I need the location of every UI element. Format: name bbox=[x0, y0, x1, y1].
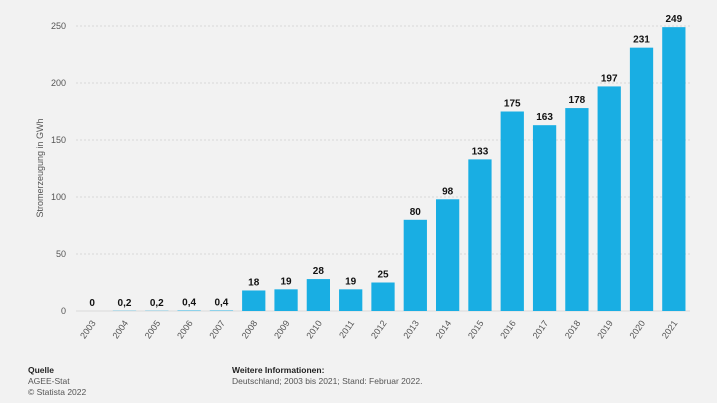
bar-2018[interactable] bbox=[565, 108, 589, 311]
info-text: Deutschland; 2003 bis 2021; Stand: Febru… bbox=[232, 376, 423, 386]
y-tick-200: 200 bbox=[51, 78, 66, 88]
bar-value-label-2014: 98 bbox=[442, 186, 454, 197]
info-block: Weitere Informationen: Deutschland; 2003… bbox=[232, 365, 422, 387]
bar-value-label-2003: 0 bbox=[89, 298, 95, 309]
y-tick-250: 250 bbox=[51, 21, 66, 31]
bar-value-label-2010: 28 bbox=[313, 266, 325, 277]
source-name[interactable]: AGEE-Stat bbox=[28, 376, 70, 386]
bar-2015[interactable] bbox=[468, 159, 492, 311]
x-tick-2005: 2005 bbox=[143, 318, 163, 340]
copyright[interactable]: © Statista 2022 bbox=[28, 387, 87, 397]
bar-2019[interactable] bbox=[597, 86, 621, 311]
x-tick-2017: 2017 bbox=[531, 318, 551, 340]
bar-value-label-2015: 133 bbox=[472, 146, 489, 157]
x-tick-2004: 2004 bbox=[110, 318, 130, 340]
x-axis-ticks: 2003 2004 2005 2006 2007 2008 2009 2010 2011 2012… bbox=[78, 318, 679, 340]
x-tick-2008: 2008 bbox=[240, 318, 260, 340]
x-tick-2010: 2010 bbox=[304, 318, 324, 340]
bar-value-label-2006: 0,4 bbox=[182, 298, 196, 309]
x-tick-2018: 2018 bbox=[563, 318, 583, 340]
source-block: Quelle AGEE-Stat © Statista 2022 bbox=[28, 365, 86, 398]
x-tick-2013: 2013 bbox=[401, 318, 421, 340]
bar-2010[interactable] bbox=[306, 279, 331, 311]
bar-value-label-2018: 178 bbox=[569, 95, 586, 106]
bar-value-label-2012: 25 bbox=[377, 270, 389, 281]
y-axis-ticks: 0 50 100 150 200 250 bbox=[51, 21, 66, 316]
bar-2020[interactable] bbox=[629, 47, 654, 311]
x-tick-2015: 2015 bbox=[466, 318, 486, 340]
bar-value-label-2017: 163 bbox=[536, 112, 553, 123]
bar-value-label-2016: 175 bbox=[504, 99, 521, 110]
x-tick-2021: 2021 bbox=[660, 318, 680, 340]
x-tick-2011: 2011 bbox=[337, 318, 356, 340]
bar-2009[interactable] bbox=[274, 289, 298, 311]
bar-value-label-2005: 0,2 bbox=[150, 298, 164, 309]
x-tick-2003: 2003 bbox=[78, 318, 98, 340]
bar-value-label-2013: 80 bbox=[410, 207, 422, 218]
bar-2013[interactable] bbox=[403, 219, 427, 311]
x-tick-2019: 2019 bbox=[595, 318, 615, 340]
x-tick-2020: 2020 bbox=[627, 318, 647, 340]
bar-value-label-2021: 249 bbox=[665, 14, 682, 25]
x-tick-2012: 2012 bbox=[369, 318, 389, 340]
bar-2021[interactable] bbox=[662, 27, 686, 311]
bar-value-label-2019: 197 bbox=[601, 73, 618, 84]
bars bbox=[112, 27, 686, 312]
y-tick-0: 0 bbox=[61, 306, 66, 316]
y-tick-50: 50 bbox=[56, 249, 66, 259]
bar-2014[interactable] bbox=[435, 199, 460, 311]
y-tick-150: 150 bbox=[51, 135, 66, 145]
source-heading: Quelle bbox=[28, 365, 54, 375]
y-axis-label: Stromerzeugung in GWh bbox=[35, 118, 45, 217]
x-tick-2006: 2006 bbox=[175, 318, 195, 340]
x-tick-2014: 2014 bbox=[434, 318, 454, 340]
x-tick-2016: 2016 bbox=[498, 318, 518, 340]
bar-2016[interactable] bbox=[500, 111, 524, 312]
bar-2011[interactable] bbox=[339, 289, 363, 311]
bar-value-label-2004: 0,2 bbox=[118, 298, 132, 309]
info-heading: Weitere Informationen: bbox=[232, 365, 325, 375]
bar-2017[interactable] bbox=[532, 125, 557, 312]
bar-value-label-2011: 19 bbox=[345, 276, 357, 287]
bar-value-label-2008: 18 bbox=[248, 277, 260, 288]
bar-value-labels: 0 0,2 0,2 0,4 0,4 18 19 28 19 25 80 98 133 175 163 178 1… bbox=[89, 14, 682, 309]
x-tick-2009: 2009 bbox=[272, 318, 292, 340]
bar-2012[interactable] bbox=[371, 282, 395, 312]
bar-value-label-2007: 0,4 bbox=[214, 298, 228, 309]
bar-value-label-2009: 19 bbox=[280, 276, 292, 287]
y-tick-100: 100 bbox=[51, 192, 66, 202]
bar-value-label-2020: 231 bbox=[633, 35, 650, 46]
bar-2008[interactable] bbox=[242, 290, 266, 311]
x-tick-2007: 2007 bbox=[207, 318, 227, 340]
